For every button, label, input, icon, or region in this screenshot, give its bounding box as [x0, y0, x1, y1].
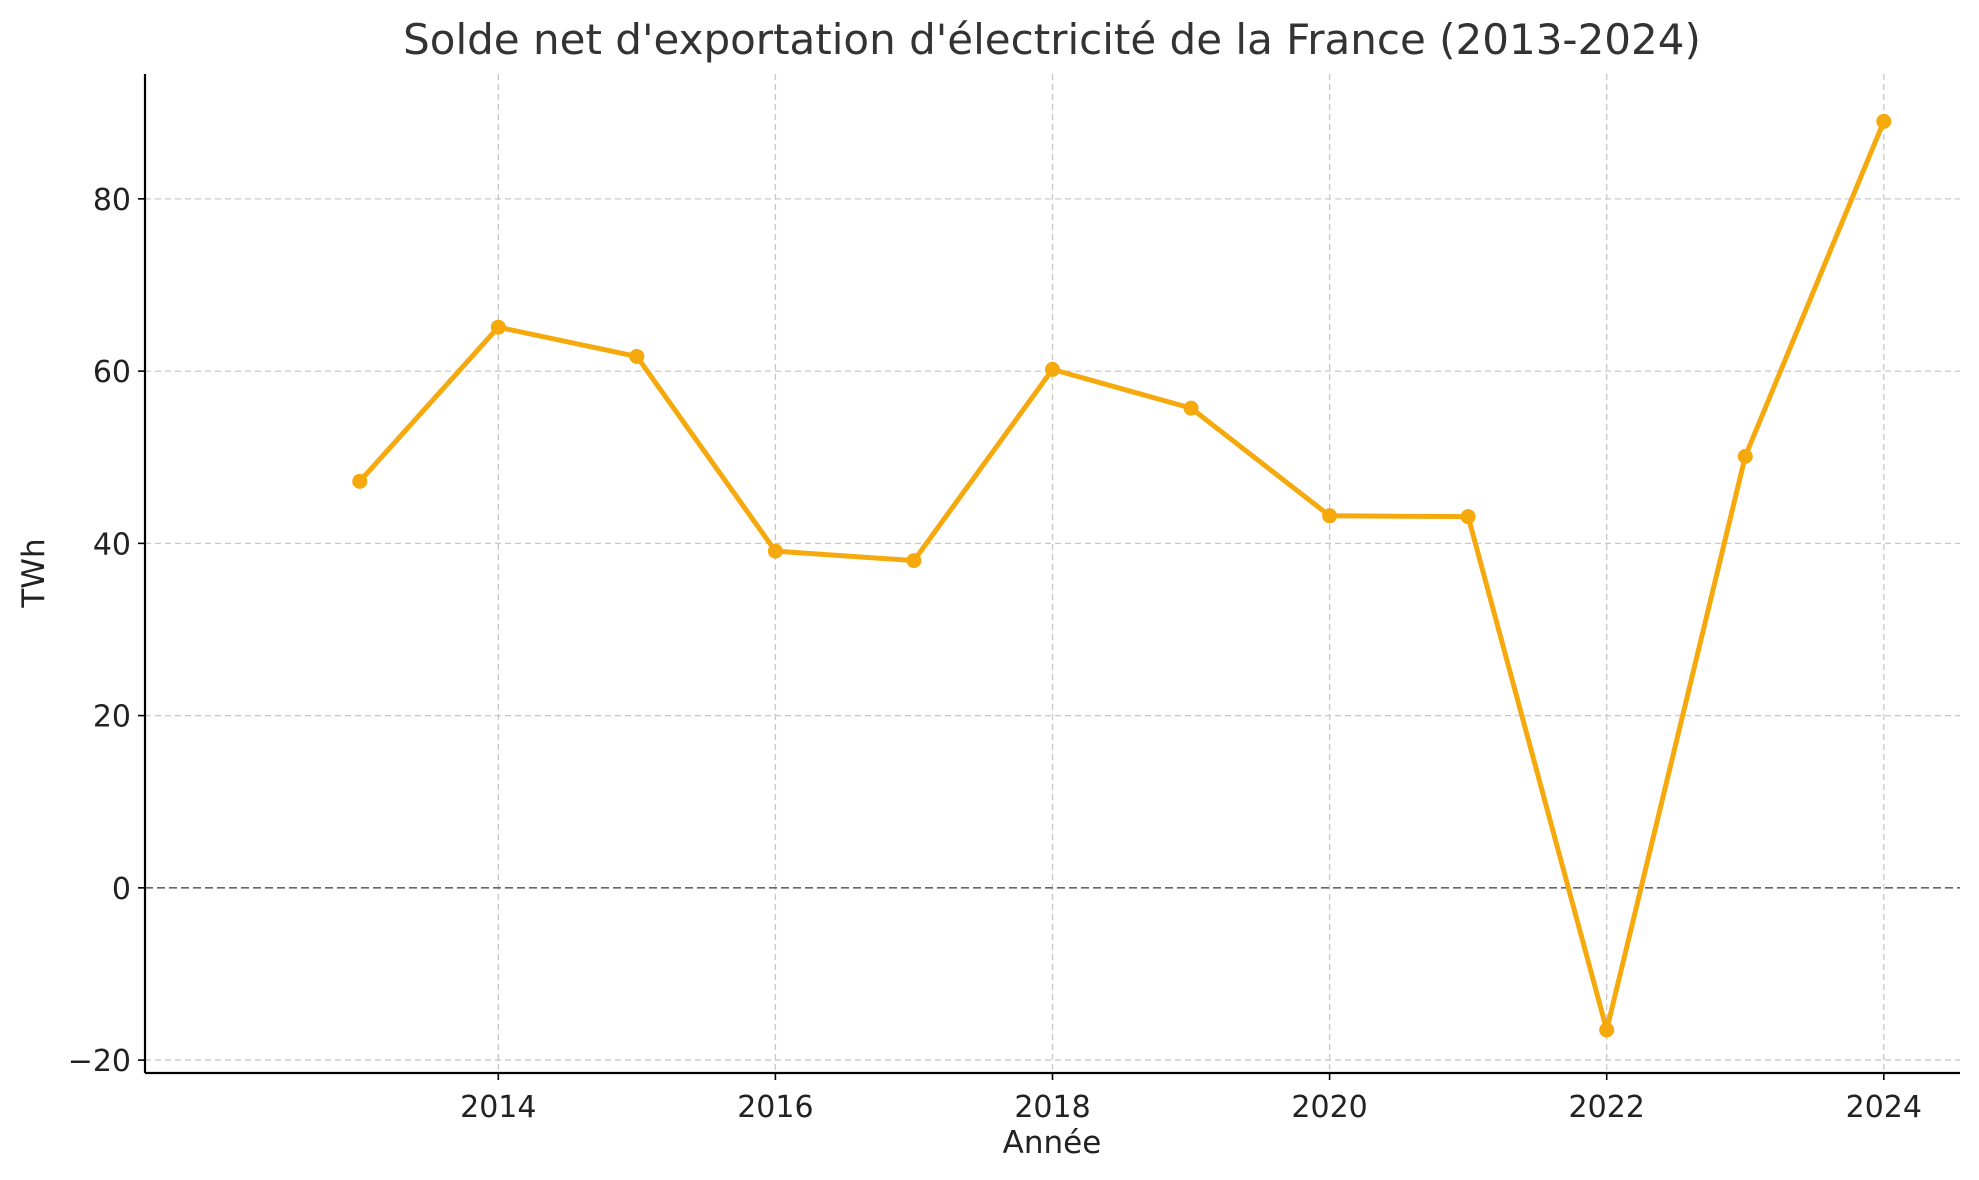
- data-point-2014: [490, 319, 506, 335]
- y-tick-label: 20: [93, 700, 131, 735]
- data-point-2022: [1599, 1022, 1615, 1038]
- series-layer: [352, 113, 1892, 1038]
- data-point-2018: [1045, 361, 1060, 377]
- data-point-2024: [1876, 113, 1892, 129]
- y-tick-label: 80: [93, 183, 131, 218]
- data-point-2017: [906, 553, 922, 569]
- x-tick-label: 2016: [737, 1090, 813, 1125]
- y-tick-label: 40: [93, 527, 131, 562]
- y-tick-label: 0: [112, 872, 131, 907]
- x-tick-label: 2020: [1291, 1090, 1367, 1125]
- data-point-2019: [1183, 400, 1199, 416]
- y-axis-title: TWh: [16, 538, 52, 608]
- y-tick-label: 60: [93, 355, 131, 390]
- x-axis-title: Année: [1003, 1125, 1102, 1161]
- x-tick-label: 2018: [1014, 1090, 1090, 1125]
- data-point-2013: [352, 473, 368, 489]
- x-tick-label: 2022: [1569, 1090, 1645, 1125]
- y-tick-label: −20: [68, 1044, 131, 1079]
- data-point-2023: [1737, 448, 1753, 464]
- data-point-2016: [767, 543, 783, 559]
- x-tick-label: 2014: [460, 1090, 536, 1125]
- axes: [143, 74, 1960, 1075]
- y-axis-ticks: −20 0 20 40 60 80: [68, 183, 145, 1079]
- data-point-2020: [1322, 508, 1338, 524]
- data-point-2015: [629, 348, 645, 364]
- grid-lines: [145, 74, 1960, 1073]
- data-point-2021: [1460, 509, 1476, 525]
- x-axis-ticks: 2014 2016 2018 2020 2022 2024: [460, 1073, 1922, 1125]
- chart-title: Solde net d'exportation d'électricité de…: [403, 15, 1701, 64]
- x-tick-label: 2024: [1846, 1090, 1922, 1125]
- series-line-0: [357, 118, 1887, 1033]
